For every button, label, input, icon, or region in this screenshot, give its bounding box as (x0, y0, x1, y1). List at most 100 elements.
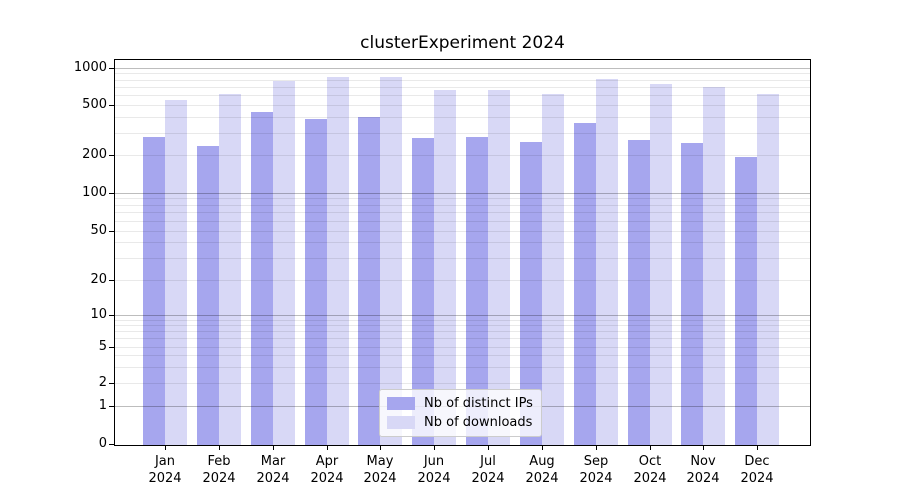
xtick-label-sep: Sep 2024 (579, 454, 613, 486)
ytick-label-500: 500 (82, 97, 107, 112)
ytick-mark-20 (109, 280, 114, 281)
bar-downloads-jul (488, 89, 511, 445)
xtick-label-jul: Jul 2024 (471, 454, 505, 486)
bar-downloads-aug (541, 93, 564, 445)
ytick-label-2: 2 (98, 375, 107, 390)
bar-downloads-apr (326, 77, 349, 445)
bar-distinct-ips-may (358, 116, 381, 445)
bar-distinct-ips-jul (466, 136, 489, 445)
ytick-label-1: 1 (98, 398, 107, 413)
xtick-label-dec: Dec 2024 (740, 454, 774, 486)
gridline-1000 (115, 68, 810, 69)
gridline-700 (115, 87, 810, 88)
legend-label-distinct-ips: Nb of distinct IPs (424, 396, 533, 411)
ytick-label-1000: 1000 (73, 60, 107, 75)
xtick-label-aug: Aug 2024 (525, 454, 559, 486)
ytick-label-20: 20 (90, 272, 107, 287)
ytick-label-0: 0 (98, 436, 107, 451)
xtick-mark-dec (757, 446, 758, 450)
ytick-mark-1000 (109, 68, 114, 69)
ytick-mark-2 (109, 383, 114, 384)
bars-layer (115, 60, 810, 445)
ytick-mark-200 (109, 155, 114, 156)
xtick-label-jan: Jan 2024 (148, 454, 182, 486)
legend-item-downloads: Nb of downloads (387, 414, 533, 431)
bar-downloads-feb (218, 94, 241, 445)
bar-distinct-ips-nov (681, 142, 704, 445)
gridline-500 (115, 105, 810, 106)
legend-label-downloads: Nb of downloads (424, 415, 533, 430)
ytick-label-200: 200 (82, 147, 107, 162)
xtick-mark-jan (165, 446, 166, 450)
gridline-800 (115, 80, 810, 81)
legend-swatch-downloads (387, 416, 415, 429)
ytick-mark-100 (109, 193, 114, 194)
bar-downloads-may (380, 76, 403, 445)
xtick-mark-sep (596, 446, 597, 450)
bar-downloads-dec (757, 93, 780, 445)
bar-downloads-sep (595, 79, 618, 445)
gridline-40 (115, 242, 810, 243)
xtick-label-oct: Oct 2024 (633, 454, 667, 486)
gridline-5 (115, 347, 810, 348)
ytick-mark-1 (109, 406, 114, 407)
gridline-90 (115, 198, 810, 199)
gridline-10 (115, 315, 810, 316)
xtick-mark-oct (650, 446, 651, 450)
xtick-label-nov: Nov 2024 (686, 454, 720, 486)
bar-distinct-ips-jun (412, 137, 435, 445)
xtick-label-apr: Apr 2024 (310, 454, 344, 486)
xtick-label-jun: Jun 2024 (417, 454, 451, 486)
gridline-60 (115, 221, 810, 222)
ytick-label-100: 100 (82, 185, 107, 200)
ytick-label-50: 50 (90, 223, 107, 238)
ytick-mark-5 (109, 347, 114, 348)
legend-item-distinct-ips: Nb of distinct IPs (387, 395, 533, 412)
xtick-mark-aug (542, 446, 543, 450)
xtick-label-feb: Feb 2024 (202, 454, 236, 486)
gridline-2 (115, 383, 810, 384)
gridline-9 (115, 320, 810, 321)
grid-layer (115, 60, 810, 445)
ytick-mark-50 (109, 231, 114, 232)
bar-downloads-jan (165, 99, 187, 445)
bar-downloads-jun (434, 89, 457, 445)
legend: Nb of distinct IPs Nb of downloads (379, 389, 542, 437)
xtick-mark-jul (488, 446, 489, 450)
gridline-200 (115, 155, 810, 156)
ytick-mark-500 (109, 105, 114, 106)
gridline-4 (115, 355, 810, 356)
gridline-50 (115, 231, 810, 232)
bar-distinct-ips-sep (573, 123, 596, 445)
bar-distinct-ips-dec (735, 157, 758, 445)
xtick-mark-may (380, 446, 381, 450)
gridline-6 (115, 338, 810, 339)
ytick-mark-0 (109, 444, 114, 445)
gridline-30 (115, 258, 810, 259)
ytick-label-10: 10 (90, 307, 107, 322)
gridline-300 (115, 133, 810, 134)
bar-distinct-ips-feb (196, 146, 219, 445)
xtick-label-may: May 2024 (363, 454, 397, 486)
bar-distinct-ips-oct (627, 139, 650, 445)
gridline-80 (115, 205, 810, 206)
plot-area (114, 59, 811, 446)
legend-swatch-distinct-ips (387, 397, 415, 410)
xtick-mark-jun (434, 446, 435, 450)
bar-downloads-oct (649, 83, 672, 445)
xtick-mark-mar (273, 446, 274, 450)
gridline-900 (115, 73, 810, 74)
bar-downloads-nov (703, 86, 726, 445)
xtick-mark-apr (327, 446, 328, 450)
bar-distinct-ips-jan (143, 136, 165, 445)
xtick-label-mar: Mar 2024 (256, 454, 290, 486)
bar-distinct-ips-aug (519, 141, 542, 445)
gridline-400 (115, 117, 810, 118)
xtick-mark-feb (219, 446, 220, 450)
gridline-3 (115, 367, 810, 368)
gridline-7 (115, 331, 810, 332)
bar-downloads-mar (272, 80, 295, 445)
bar-distinct-ips-mar (250, 111, 273, 445)
xtick-mark-nov (703, 446, 704, 450)
